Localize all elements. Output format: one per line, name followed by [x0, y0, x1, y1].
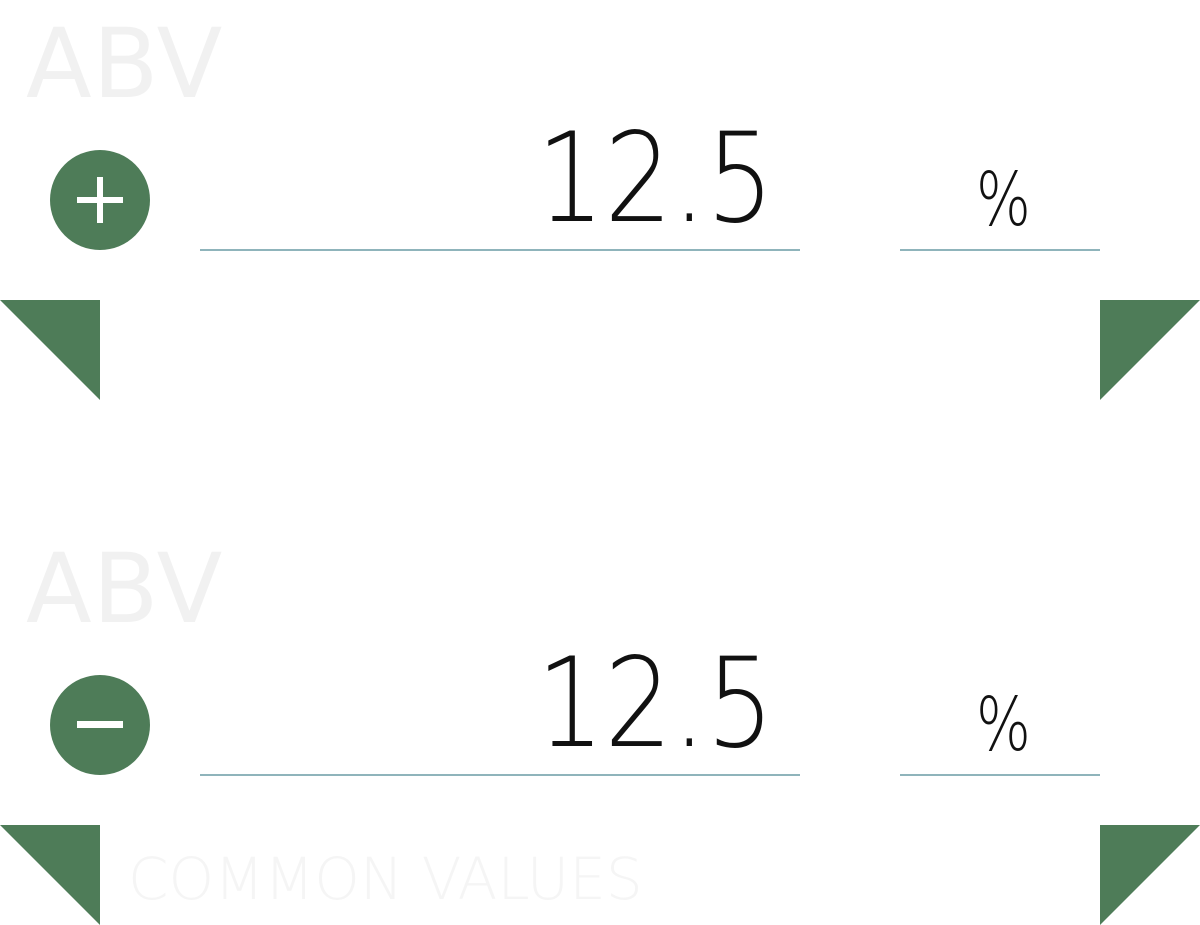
unit-label: %	[976, 682, 1031, 768]
triangle-corner-left-icon[interactable]	[0, 825, 100, 925]
abv-value-field[interactable]: 12.5	[200, 107, 800, 251]
remove-button[interactable]	[50, 675, 150, 775]
abv-value: 12.5	[536, 632, 774, 776]
minus-icon	[77, 721, 123, 728]
add-button[interactable]	[50, 150, 150, 250]
triangle-corner-right-icon[interactable]	[1100, 300, 1200, 400]
abv-value: 12.5	[536, 107, 774, 251]
triangle-corner-left-icon[interactable]	[0, 300, 100, 400]
abv-section-add: ABV 12.5 %	[0, 0, 1200, 400]
plus-icon	[77, 177, 123, 223]
unit-field[interactable]: %	[900, 675, 1100, 776]
triangle-corner-right-icon[interactable]	[1100, 825, 1200, 925]
abv-value-field[interactable]: 12.5	[200, 632, 800, 776]
unit-label: %	[976, 157, 1031, 243]
section-label: ABV	[26, 8, 224, 120]
common-values-label: COMMON VALUES	[128, 845, 643, 913]
unit-field[interactable]: %	[900, 150, 1100, 251]
abv-section-remove: ABV 12.5 % COMMON VALUES	[0, 525, 1200, 925]
section-label: ABV	[26, 533, 224, 645]
